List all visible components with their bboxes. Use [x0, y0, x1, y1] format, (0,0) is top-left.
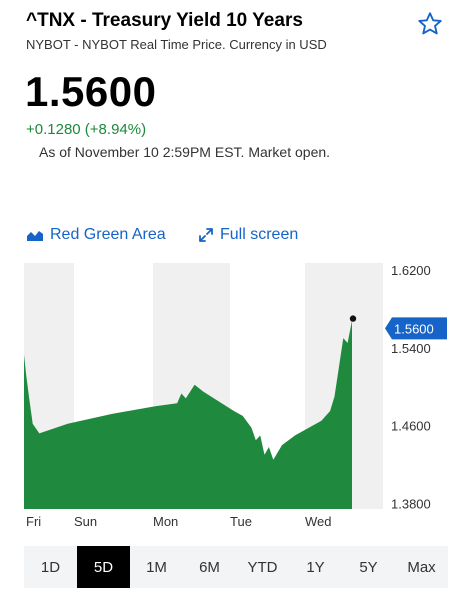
range-tab-1d[interactable]: 1D: [40, 558, 61, 576]
y-tick-label: 1.3800: [391, 496, 431, 511]
area-chart-icon: [27, 231, 43, 241]
range-selector: 1D 5D 1M 6M YTD 1Y 5Y Max: [24, 546, 448, 588]
last-price-dot: [349, 315, 357, 322]
x-tick-label: Fri: [26, 514, 41, 529]
range-tab-1y[interactable]: 1Y: [306, 558, 325, 576]
y-axis: 1.6200 1.5400 1.4600 1.3800: [391, 263, 431, 511]
price-chart[interactable]: 1.6200 1.5400 1.4600 1.3800 Fri Sun Mon Tue Wed…: [0, 255, 472, 530]
range-tab-6m[interactable]: 6M: [199, 558, 220, 576]
quote-title: ^TNX - Treasury Yield 10 Years: [26, 10, 303, 31]
as-of-timestamp: As of November 10 2:59PM EST. Market ope…: [39, 144, 331, 160]
price-change: +0.1280 (+8.94%): [26, 121, 147, 138]
x-axis: Fri Sun Mon Tue Wed: [26, 514, 332, 529]
fullscreen-button[interactable]: Full screen: [198, 226, 298, 244]
price-area: [24, 320, 352, 509]
expand-icon: [199, 228, 213, 242]
range-tab-ytd[interactable]: YTD: [247, 558, 278, 576]
range-tab-5y[interactable]: 5Y: [359, 558, 378, 576]
current-price-tag: 1.5600: [385, 317, 447, 340]
x-tick-label: Sun: [74, 514, 97, 529]
y-tick-label: 1.6200: [391, 263, 431, 278]
y-tick-label: 1.4600: [391, 419, 431, 434]
chart-type-button[interactable]: Red Green Area: [26, 226, 166, 244]
x-tick-label: Wed: [305, 514, 332, 529]
range-tab-1m[interactable]: 1M: [146, 558, 167, 576]
current-price: 1.5600: [25, 68, 157, 115]
range-tab-5d[interactable]: 5D: [77, 546, 130, 588]
range-tab-max[interactable]: Max: [407, 558, 436, 576]
watchlist-star-icon[interactable]: [416, 10, 444, 38]
fullscreen-label: Full screen: [220, 226, 299, 243]
chart-type-label: Red Green Area: [50, 226, 166, 243]
x-tick-label: Tue: [230, 514, 252, 529]
x-tick-label: Mon: [153, 514, 178, 529]
exchange-subtitle: NYBOT - NYBOT Real Time Price. Currency …: [26, 37, 327, 52]
y-tick-label: 1.5400: [391, 341, 431, 356]
current-price-tag-label: 1.5600: [394, 321, 434, 336]
